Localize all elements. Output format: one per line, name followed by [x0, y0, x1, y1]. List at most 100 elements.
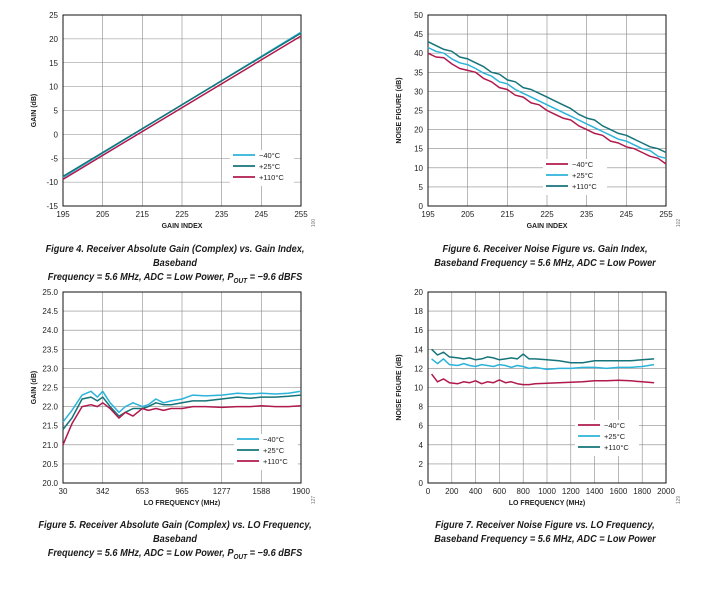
figure-4-chart: 195 205 215 225 235 245 255 -15 -10 -5 0 5 10 15 20 25 G… [31, 11, 317, 230]
figure-7-legend-label: +25°C [604, 432, 626, 441]
figure-6-legend-background [543, 159, 607, 195]
figure-7-caption: Figure 7. Receiver Noise Figure vs. LO F… [393, 519, 697, 547]
figure-5-x-tick-label: 965 [175, 487, 189, 496]
figure-6-y-tick-label: 30 [414, 87, 423, 96]
figure-6-x-tick-label: 245 [620, 210, 634, 219]
figure-5-caption-line-1: Figure 5. Receiver Absolute Gain (Comple… [38, 520, 312, 545]
figure-6-x-tick-label: 215 [501, 210, 515, 219]
figure-4-x-tick-label: 195 [56, 210, 70, 219]
figure-5-legend-label: −40°C [263, 435, 285, 444]
figure-7-chart: 0 200 400 600 800 1000 1200 1400 1600 1800 2000 0 2 4… [396, 288, 682, 507]
figure-7-x-axis-title: LO FREQUENCY (MHz) [509, 500, 585, 507]
figure-7-y-tick-label: 12 [414, 364, 423, 373]
figure-5-x-tick-label: 1277 [213, 487, 231, 496]
figure-4-legend: −40°C +25°C +110°C [230, 150, 294, 186]
figure-6-y-tick-label: 20 [414, 126, 423, 135]
figure-5-legend: −40°C +25°C +110°C [234, 434, 298, 470]
figure-6-y-tick-label: 5 [419, 183, 424, 192]
figure-4-caption-subscript: OUT [233, 278, 248, 285]
figure-5-caption-line-2: Frequency = 5.6 MHz, ADC = Low Power, PO… [23, 547, 327, 565]
figure-5-caption: Figure 5. Receiver Absolute Gain (Comple… [23, 519, 327, 565]
figure-6-x-tick-label: 235 [580, 210, 594, 219]
figure-5-series-line [62, 390, 302, 423]
figure-6-series-line [427, 52, 667, 165]
figure-4-x-tick-label: 205 [96, 210, 110, 219]
figure-4-caption-tail: = −9.6 dBFS [247, 272, 303, 283]
figure-5-caption-tail: = −9.6 dBFS [247, 548, 303, 559]
figure-7-x-tick-label: 2000 [657, 487, 675, 496]
figure-4-y-axis-title: GAIN (dB) [31, 94, 38, 127]
figure-4-x-tick-label: 215 [136, 210, 150, 219]
figure-5-y-tick-label: 21.5 [42, 422, 58, 431]
figure-6-y-tick-label: 10 [414, 164, 423, 173]
figure-6-y-tick-label: 35 [414, 68, 423, 77]
figure-5-series-line [62, 402, 302, 446]
figure-6-caption: Figure 6. Receiver Noise Figure vs. Gain… [393, 243, 697, 271]
figure-7-x-tick-label: 1400 [586, 487, 604, 496]
figure-7-y-tick-label: 2 [419, 460, 424, 469]
figure-6-y-axis-title: NOISE FIGURE (dB) [396, 77, 403, 143]
figure-7-y-tick-label: 14 [414, 345, 423, 354]
figure-6-plot-frame [427, 14, 667, 207]
figure-7-x-tick-label: 800 [517, 487, 531, 496]
figure-6-x-tick-label: 205 [461, 210, 475, 219]
figure-6-caption-line-2: Baseband Frequency = 5.6 MHz, ADC = Low … [434, 258, 656, 269]
figure-7-y-tick-label: 16 [414, 326, 423, 335]
figure-5-y-tick-label: 21.0 [42, 441, 58, 450]
figure-5-x-tick-label: 1900 [292, 487, 310, 496]
figure-4-plot-frame [62, 14, 302, 207]
figure-5-legend-label: +110°C [263, 457, 288, 466]
figure-4-y-tick-label: 25 [49, 11, 58, 20]
figure-4-legend-label: +25°C [259, 162, 281, 171]
figure-5-y-tick-label: 22.0 [42, 403, 58, 412]
figure-6-caption-line-1: Figure 6. Receiver Noise Figure vs. Gain… [442, 244, 648, 255]
figure-4-legend-label: −40°C [259, 151, 281, 160]
figure-4-y-tick-label: -5 [51, 154, 59, 163]
figure-4-legend-label: +110°C [259, 173, 284, 182]
figure-4-caption-line-2: Frequency = 5.6 MHz, ADC = Low Power, PO… [23, 271, 327, 289]
figure-4-y-tick-label: 15 [49, 59, 58, 68]
figure-7-series-line [431, 348, 655, 364]
figure-6-chart: 195 205 215 225 235 245 255 0 5 10 15 20 25 30 35 40 45 5… [396, 11, 682, 230]
figure-5-plot-frame [62, 291, 302, 484]
figure-6-figure-id: 102 [676, 219, 682, 228]
figure-7-legend: −40°C +25°C +110°C [575, 420, 639, 456]
figure-7-figure-id: 129 [676, 496, 682, 505]
figure-5-y-axis-title: GAIN (dB) [31, 371, 38, 404]
figure-7-x-tick-label: 1600 [610, 487, 628, 496]
figure-7-x-tick-label: 1000 [538, 487, 556, 496]
figure-6-y-tick-label: 50 [414, 11, 423, 20]
figure-5-y-tick-label: 24.0 [42, 326, 58, 335]
figure-4-y-tick-label: -15 [46, 202, 58, 211]
figure-6-legend-label: −40°C [572, 160, 594, 169]
figure-7-y-tick-label: 0 [419, 479, 424, 488]
figure-5-x-tick-label: 30 [59, 487, 68, 496]
figure-5-legend-background [234, 434, 298, 470]
figure-5-chart: 30 342 653 965 1277 1588 1900 20.0 20.5 21.0 21.5 2… [31, 288, 317, 507]
figure-6-x-tick-label: 195 [421, 210, 435, 219]
figure-6-y-tick-label: 25 [414, 107, 423, 116]
figure-7-legend-label: +110°C [604, 443, 629, 452]
figure-7-caption-line-1: Figure 7. Receiver Noise Figure vs. LO F… [435, 520, 655, 531]
figure-5-legend-label: +25°C [263, 446, 285, 455]
figure-6-legend-label: +110°C [572, 182, 597, 191]
figure-5-y-tick-label: 20.5 [42, 460, 58, 469]
figure-7-series-line [431, 358, 655, 371]
figure-4-x-tick-label: 225 [175, 210, 189, 219]
figure-4-y-tick-label: 10 [49, 83, 58, 92]
figure-4-series-line [62, 32, 302, 178]
figure-7-x-tick-label: 1800 [633, 487, 651, 496]
figure-6-x-tick-label: 255 [659, 210, 673, 219]
figure-7-y-tick-label: 6 [419, 422, 424, 431]
figure-7-plot-frame [427, 291, 667, 484]
figure-4-x-tick-label: 255 [294, 210, 308, 219]
figure-7-x-tick-label: 200 [445, 487, 459, 496]
figure-7-y-tick-label: 18 [414, 307, 423, 316]
figure-4-legend-background [230, 150, 294, 186]
figure-6-y-tick-label: 0 [419, 202, 424, 211]
figure-5-y-tick-label: 23.5 [42, 345, 58, 354]
figure-6-legend-label: +25°C [572, 171, 594, 180]
figure-4-series-line [62, 35, 302, 180]
figure-7-series-line [431, 373, 655, 386]
